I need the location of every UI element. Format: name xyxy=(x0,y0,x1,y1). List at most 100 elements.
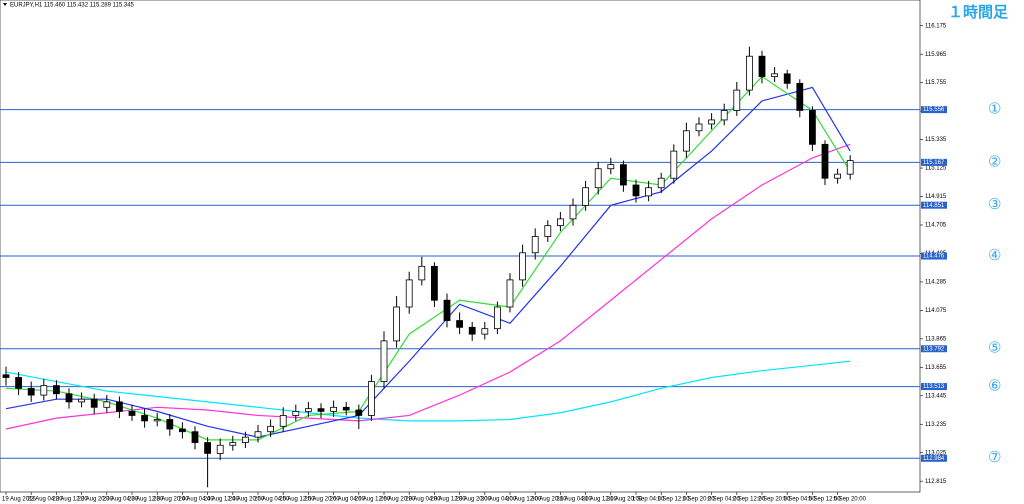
x-tick-label: 29 Aug 20:00 xyxy=(456,497,492,503)
y-tick-label: 114.075 xyxy=(925,308,947,314)
candle-body xyxy=(40,385,48,396)
level-tag xyxy=(921,201,947,209)
candle-body xyxy=(531,236,539,254)
x-tick-label: 22 Aug 20:00 xyxy=(78,497,114,503)
candle-body xyxy=(2,374,10,378)
candle-body xyxy=(846,160,854,175)
x-tick-label: 23 Aug 04:00 xyxy=(103,497,139,503)
candle-body xyxy=(78,398,85,403)
level-label: ① xyxy=(988,101,1001,118)
moving-average xyxy=(5,360,851,422)
candle-body xyxy=(405,279,413,308)
candle-body xyxy=(267,425,275,433)
candle-body xyxy=(582,187,589,206)
level-tag xyxy=(921,158,947,166)
x-tick-label: 22 Aug 12:00 xyxy=(52,497,88,503)
candle-body xyxy=(292,410,300,416)
candle-body xyxy=(519,252,526,281)
level-label: ② xyxy=(988,153,1001,170)
candle-body xyxy=(27,387,35,396)
y-tick-label: 113.865 xyxy=(925,336,947,342)
x-tick-label: 2 Sep 12:00 xyxy=(733,497,766,503)
level-label: ⑥ xyxy=(988,378,1001,395)
candle-body xyxy=(116,401,123,412)
candle-body xyxy=(367,381,375,416)
y-tick-label: 113.655 xyxy=(925,365,947,371)
candle-body xyxy=(834,173,841,179)
x-tick-label: 5 Sep 20:00 xyxy=(834,497,867,503)
level-tag xyxy=(921,345,947,353)
candle-body xyxy=(229,442,237,446)
candle-body xyxy=(607,164,615,170)
candle-body xyxy=(733,89,741,111)
x-tick-label: 26 Aug 20:00 xyxy=(380,497,416,503)
candle-body xyxy=(317,408,325,412)
chart-subtitle: １時間足 xyxy=(948,3,1009,21)
x-tick-label: 5 Sep 04:00 xyxy=(783,497,816,503)
level-price: 114.851 xyxy=(923,203,945,209)
candle-body xyxy=(758,55,766,77)
level-tag xyxy=(921,106,947,114)
level-price: 113.792 xyxy=(923,346,945,352)
candle-body xyxy=(254,431,262,438)
x-tick-label: 23 Aug 12:00 xyxy=(128,497,164,503)
candle-body xyxy=(809,110,816,145)
y-tick-label: 115.125 xyxy=(925,166,947,172)
level-label: ④ xyxy=(988,247,1001,264)
candle-body xyxy=(594,168,602,189)
moving-average xyxy=(5,143,851,430)
x-tick-label: 31 Aug 12:00 xyxy=(582,497,618,503)
level-tag xyxy=(921,454,947,462)
level-label: ③ xyxy=(988,196,1001,213)
candle-body xyxy=(506,279,514,308)
level-price: 114.476 xyxy=(923,254,945,260)
x-tick-label: 24 Aug 20:00 xyxy=(229,497,265,503)
candle-body xyxy=(216,444,224,454)
level-label: ⑦ xyxy=(988,449,1001,466)
chart-title: EURJPY,H1 115.460 115.432 115.289 115.34… xyxy=(10,3,135,9)
candle-body xyxy=(279,415,287,427)
candle-body xyxy=(683,130,690,152)
y-tick-label: 116.175 xyxy=(925,23,947,29)
candle-body xyxy=(355,409,363,416)
level-price: 113.513 xyxy=(923,384,945,390)
level-price: 115.556 xyxy=(923,107,945,113)
candle-body xyxy=(557,218,564,227)
candle-body xyxy=(720,110,728,121)
candle-body xyxy=(15,377,23,389)
x-tick-label: 31 Aug 20:00 xyxy=(607,497,643,503)
x-tick-label: 5 Sep 12:00 xyxy=(808,497,841,503)
y-tick-label: 113.025 xyxy=(925,450,947,456)
x-tick-label: 30 Aug 04:00 xyxy=(481,497,517,503)
candle-body xyxy=(746,55,753,91)
x-tick-label: 31 Aug 04:00 xyxy=(556,497,592,503)
candle-body xyxy=(708,119,715,125)
y-tick-label: 113.445 xyxy=(925,393,947,399)
symbol-icon xyxy=(3,3,7,6)
candle-body xyxy=(304,408,312,412)
candle-body xyxy=(620,164,627,186)
x-tick-label: 30 Aug 20:00 xyxy=(531,497,567,503)
y-tick-label: 115.755 xyxy=(925,80,947,86)
x-tick-label: 23 Aug 20:00 xyxy=(153,497,189,503)
candle-body xyxy=(330,406,338,412)
candle-body xyxy=(128,410,136,416)
candle-body xyxy=(65,393,73,403)
x-tick-label: 24 Aug 04:00 xyxy=(178,497,214,503)
candle-body xyxy=(468,326,476,335)
x-tick-label: 1 Sep 20:00 xyxy=(682,497,715,503)
candle-body xyxy=(443,299,451,321)
candle-body xyxy=(393,306,401,342)
candle-body xyxy=(657,177,665,189)
x-tick-label: 26 Aug 12:00 xyxy=(355,497,391,503)
x-tick-label: 30 Aug 12:00 xyxy=(506,497,542,503)
candle-body xyxy=(53,385,60,395)
candle-body xyxy=(241,436,249,443)
y-tick-label: 112.815 xyxy=(925,479,947,485)
x-tick-label: 2 Sep 04:00 xyxy=(708,497,741,503)
x-tick-label: 26 Aug 04:00 xyxy=(330,497,366,503)
candle-body xyxy=(204,442,212,454)
y-tick-label: 114.705 xyxy=(925,223,947,229)
candle-body xyxy=(569,204,577,220)
